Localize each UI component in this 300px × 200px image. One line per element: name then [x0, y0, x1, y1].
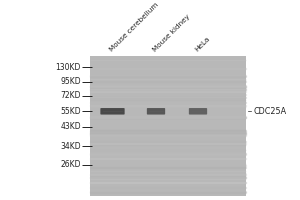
- Bar: [90, 89, 246, 90]
- Bar: [90, 97, 246, 98]
- Text: 34KD: 34KD: [60, 142, 81, 151]
- Bar: [90, 86, 246, 87]
- Bar: [90, 187, 246, 188]
- Bar: [90, 87, 246, 88]
- Text: 26KD: 26KD: [61, 160, 81, 169]
- Text: 130KD: 130KD: [56, 63, 81, 72]
- Text: CDC25A: CDC25A: [254, 107, 286, 116]
- Bar: [90, 81, 246, 82]
- Bar: [90, 89, 246, 90]
- Bar: [90, 154, 246, 155]
- Bar: [90, 182, 246, 183]
- Bar: [90, 141, 246, 142]
- Bar: [90, 177, 246, 178]
- Text: 43KD: 43KD: [60, 122, 81, 131]
- Text: 95KD: 95KD: [60, 77, 81, 86]
- Bar: [90, 153, 246, 154]
- Bar: [90, 102, 246, 103]
- Bar: [90, 117, 246, 118]
- Bar: [90, 143, 246, 144]
- Bar: [90, 56, 246, 196]
- Bar: [90, 117, 246, 118]
- Bar: [90, 132, 246, 133]
- Bar: [90, 94, 246, 95]
- Text: 55KD: 55KD: [60, 107, 81, 116]
- Bar: [90, 86, 246, 87]
- Bar: [90, 174, 246, 175]
- Bar: [90, 135, 246, 136]
- Bar: [90, 105, 246, 106]
- Text: Mouse cerebellum: Mouse cerebellum: [108, 2, 159, 53]
- Bar: [90, 182, 246, 183]
- Text: 72KD: 72KD: [61, 91, 81, 100]
- Bar: [90, 116, 246, 117]
- Bar: [90, 76, 246, 77]
- Bar: [90, 167, 246, 168]
- Text: Mouse kidney: Mouse kidney: [152, 13, 191, 53]
- Text: HeLa: HeLa: [194, 36, 211, 53]
- Bar: [90, 133, 246, 134]
- Bar: [90, 134, 246, 135]
- Bar: [90, 192, 246, 193]
- Bar: [90, 91, 246, 92]
- Bar: [90, 130, 246, 131]
- Bar: [90, 133, 246, 134]
- FancyBboxPatch shape: [189, 108, 207, 115]
- Bar: [90, 85, 246, 86]
- Bar: [90, 131, 246, 132]
- Bar: [90, 68, 246, 69]
- Bar: [90, 177, 246, 178]
- Bar: [90, 75, 246, 76]
- Bar: [90, 165, 246, 166]
- FancyBboxPatch shape: [100, 108, 125, 115]
- Bar: [90, 191, 246, 192]
- FancyBboxPatch shape: [147, 108, 165, 115]
- Bar: [90, 158, 246, 159]
